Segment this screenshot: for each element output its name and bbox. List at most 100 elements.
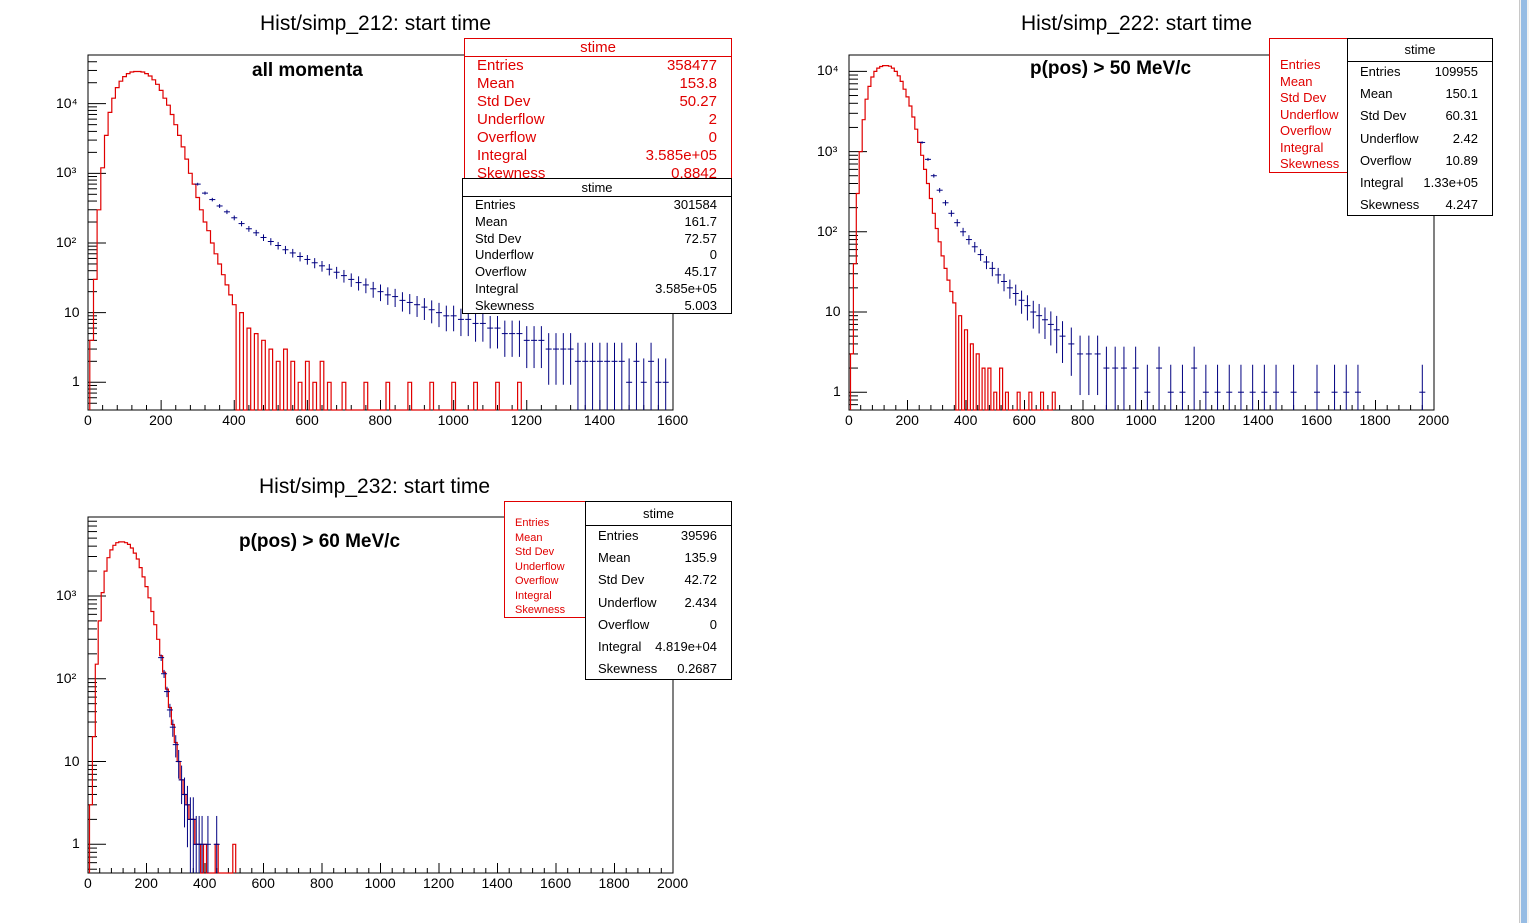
stats-key: Mean: [477, 75, 515, 92]
x-tick-label: 600: [251, 875, 275, 891]
stats-box-title: [505, 502, 589, 517]
x-tick-label: 2000: [657, 875, 689, 891]
stats-value: 0.2687: [677, 661, 717, 677]
x-tick-label: 800: [368, 412, 392, 428]
stats-key: Overflow: [475, 264, 527, 280]
stats-value: 10.89: [1445, 152, 1478, 168]
stats-value: 0.8842: [671, 165, 717, 182]
x-tick-label: 2000: [1418, 412, 1450, 428]
x-tick-label: 1400: [1242, 412, 1274, 428]
stats-key: Integral: [515, 589, 552, 602]
stats-key: Skewness: [598, 661, 658, 677]
y-tick-label: 10⁴: [56, 94, 78, 111]
stats-key: Overflow: [1360, 152, 1412, 168]
stats-key: Integral: [475, 281, 519, 296]
stats-key: Std Dev: [515, 546, 555, 558]
stats-key: Integral: [598, 639, 642, 654]
x-tick-label: 600: [1012, 412, 1036, 428]
stats-value: 358477: [666, 57, 717, 74]
stats-key: Skewness: [1280, 156, 1340, 171]
stats-value: 0: [709, 616, 717, 632]
stats-key: Mean: [598, 550, 631, 566]
stats-key: Mean: [475, 213, 508, 229]
stats-key: Integral: [1280, 139, 1324, 155]
stats-key: Underflow: [515, 560, 565, 573]
stats-value: 4.247: [1445, 197, 1478, 213]
stats-key: Mean: [1360, 86, 1393, 102]
x-tick-label: 1000: [364, 875, 396, 891]
x-tick-label: 1200: [510, 412, 542, 428]
x-tick-label: 200: [149, 412, 173, 428]
x-tick-label: 400: [222, 412, 246, 428]
stats-value: 301584: [673, 197, 717, 212]
x-tick-label: 800: [1071, 412, 1095, 428]
stats-key: Underflow: [477, 111, 545, 128]
stats-key: Std Dev: [1280, 90, 1327, 105]
y-tick-label: 10: [64, 303, 80, 320]
stats-key: Integral: [1360, 175, 1404, 190]
stats-value: 5.003: [684, 297, 717, 313]
x-tick-label: 1000: [1125, 412, 1157, 428]
stats-key: Std Dev: [475, 230, 522, 246]
panel2-red-stats-box: Entries Mean Std Dev Underflow Overflow Integ…: [1269, 38, 1357, 173]
stats-value: 2: [708, 111, 717, 128]
scrollbar-thumb[interactable]: [1521, 0, 1527, 923]
stats-key: Entries: [515, 517, 550, 529]
stats-value: 3.585e+05: [655, 281, 717, 296]
x-tick-label: 1800: [1359, 412, 1391, 428]
y-tick-label: 10²: [817, 222, 838, 239]
y-tick-label: 10: [825, 302, 841, 319]
x-tick-label: 1200: [423, 875, 455, 891]
stats-key: Skewness: [477, 165, 546, 182]
x-tick-label: 0: [84, 875, 92, 891]
x-tick-label: 1600: [657, 412, 689, 428]
red-series-step-line: [849, 65, 1056, 411]
y-tick-label: 10³: [817, 142, 838, 159]
x-tick-label: 0: [845, 412, 853, 428]
stats-key: Overflow: [515, 575, 559, 587]
y-tick-label: 1: [72, 373, 80, 390]
x-tick-label: 1400: [481, 875, 513, 891]
stats-key: Mean: [515, 531, 543, 544]
panel2-plot: [848, 54, 1435, 411]
stats-value: 4.819e+04: [655, 639, 717, 654]
x-tick-label: 800: [310, 875, 334, 891]
stats-box-title: stime: [465, 39, 731, 57]
panel2-black-stats-box: stime Entries 109955 Mean 150.1 Std Dev 60.31 U…: [1347, 38, 1493, 216]
y-tick-label: 1: [72, 835, 80, 852]
stats-value: 0: [709, 247, 717, 263]
stats-value: 0: [708, 129, 717, 146]
x-tick-label: 1400: [583, 412, 616, 428]
stats-key: Std Dev: [598, 572, 645, 588]
stats-value: 2.434: [684, 594, 717, 610]
y-tick-label: 10²: [56, 233, 77, 250]
x-tick-label: 0: [84, 412, 92, 428]
stats-key: Underflow: [1280, 106, 1339, 122]
stats-key: Std Dev: [1360, 108, 1407, 124]
panel3-plot: [87, 516, 674, 874]
stats-value: 45.17: [684, 264, 717, 280]
stats-key: Skewness: [515, 604, 566, 616]
panel1-plot: [87, 54, 674, 411]
stats-value: 42.72: [684, 572, 717, 588]
stats-key: Skewness: [1360, 197, 1420, 213]
panel3-red-stats-box: Entries Mean Std Dev Underflow Overflow Integ…: [504, 501, 590, 618]
stats-key: Entries: [598, 528, 639, 543]
stats-value: 161.7: [684, 213, 717, 229]
stats-key: Overflow: [1280, 123, 1332, 138]
red-series-step-line: [89, 70, 522, 411]
stats-key: Underflow: [1360, 130, 1419, 146]
stats-value: 72.57: [684, 230, 717, 246]
x-tick-label: 1200: [1184, 412, 1216, 428]
x-tick-label: 200: [134, 875, 158, 891]
stats-key: Std Dev: [477, 93, 531, 110]
x-tick-label: 600: [295, 412, 319, 428]
y-tick-label: 10²: [56, 669, 77, 686]
x-tick-label: 1600: [1301, 412, 1333, 428]
y-tick-label: 10³: [56, 164, 77, 181]
stats-value: 39596: [680, 528, 717, 543]
stats-box-title: stime: [463, 179, 731, 197]
panel1-cut-label: all momenta: [252, 60, 363, 81]
stats-box-title: stime: [586, 502, 731, 526]
